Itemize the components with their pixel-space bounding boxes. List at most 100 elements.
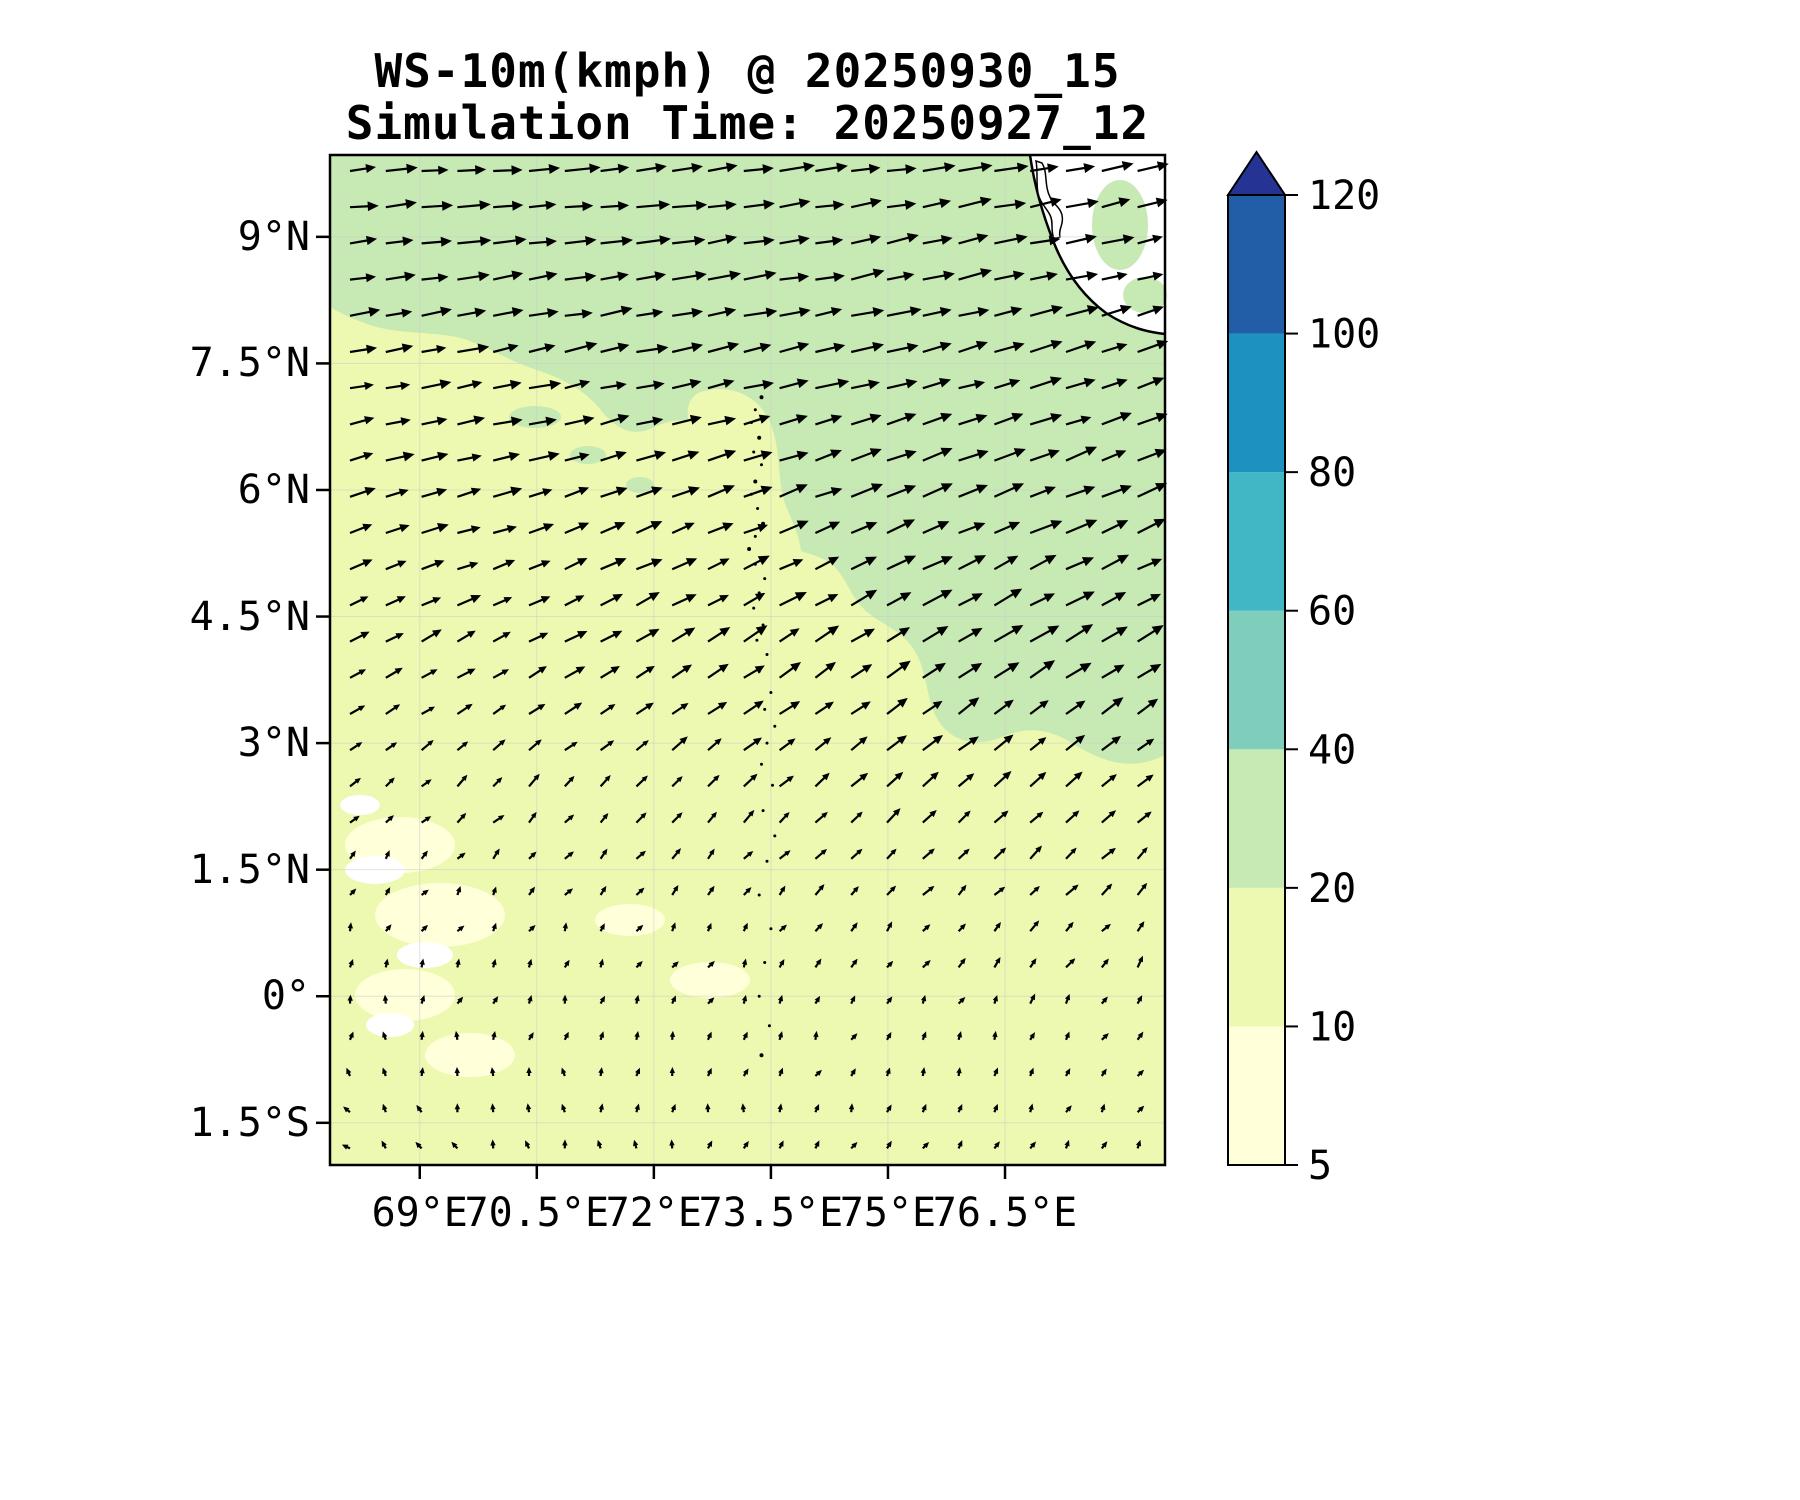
- wind-arrow: [1065, 884, 1079, 896]
- wind-arrow: [706, 1067, 712, 1077]
- wind-arrow: [384, 887, 391, 896]
- wind-arrow: [778, 738, 796, 752]
- colorbar-segment: [1228, 610, 1285, 750]
- wind-arrow: [457, 236, 492, 247]
- wind-arrow: [958, 307, 990, 317]
- wind-arrow: [671, 522, 695, 535]
- colorbar-frame: [1227, 194, 1286, 1166]
- wind-arrow: [1137, 448, 1167, 462]
- wind-arrow: [672, 200, 708, 211]
- wind-arrow: [385, 236, 414, 247]
- wind-arrow: [491, 1030, 497, 1041]
- wind-arrow: [886, 921, 893, 932]
- wind-arrow: [492, 307, 524, 317]
- wind-arrow: [421, 306, 452, 317]
- wind-arrow: [1136, 921, 1145, 932]
- wind-arrow: [528, 596, 551, 607]
- wind-arrow: [850, 589, 878, 607]
- wind-arrow: [1136, 846, 1148, 860]
- wind-arrow: [528, 343, 556, 354]
- wind-arrow: [671, 961, 679, 969]
- x-tick-label: 70.5°E: [464, 1190, 610, 1236]
- wind-arrow: [1065, 270, 1099, 281]
- wind-arrow: [671, 342, 704, 354]
- wind-arrow: [886, 271, 915, 281]
- wind-arrow: [421, 236, 452, 247]
- wind-arrow: [706, 922, 712, 932]
- wind-arrow: [993, 555, 1019, 571]
- wind-arrow: [993, 1067, 999, 1077]
- wind-arrow: [671, 776, 683, 788]
- wind-arrow: [779, 235, 810, 245]
- wind-arrow: [922, 447, 953, 462]
- wind-arrow: [743, 887, 752, 896]
- wind-arrow: [381, 1140, 387, 1149]
- wind-arrow: [1065, 847, 1077, 860]
- wind-arrow: [1101, 304, 1132, 317]
- wind-arrow: [561, 1103, 567, 1113]
- wind-arrow: [815, 162, 848, 173]
- wind-arrow: [456, 925, 465, 933]
- wind-arrow: [1029, 1032, 1035, 1041]
- wind-arrow: [1065, 446, 1098, 462]
- wind-arrow: [957, 697, 980, 715]
- wind-arrow: [1029, 340, 1063, 354]
- wind-arrow: [958, 268, 992, 281]
- wind-arrow: [779, 307, 811, 317]
- wind-arrow: [457, 271, 490, 282]
- wind-arrow: [707, 1140, 713, 1149]
- wind-arrow: [850, 628, 875, 643]
- wind-arrow: [850, 736, 868, 752]
- wind-arrow: [491, 922, 497, 932]
- wind-arrow: [669, 1139, 675, 1149]
- wind-arrow: [993, 625, 1024, 643]
- wind-arrow: [636, 200, 671, 211]
- wind-arrow: [850, 556, 878, 571]
- wind-arrow: [600, 450, 627, 462]
- wind-arrow: [886, 199, 917, 210]
- wind-arrow: [385, 163, 418, 174]
- wind-arrow: [1137, 305, 1164, 317]
- wind-arrow: [528, 237, 558, 247]
- wind-arrow: [778, 1140, 784, 1149]
- wind-arrow: [958, 379, 986, 390]
- wind-arrow: [743, 773, 758, 788]
- island-dot: [773, 834, 777, 838]
- colorbar-segment: [1228, 195, 1285, 334]
- island-dot: [763, 707, 767, 711]
- wind-arrow: [993, 956, 1001, 968]
- wind-arrow: [528, 886, 536, 896]
- wind-arrow: [850, 811, 863, 824]
- wind-arrow: [1100, 1141, 1108, 1150]
- wind-arrow: [456, 812, 467, 824]
- wind-arrow: [600, 201, 630, 211]
- wind-arrow: [564, 702, 583, 715]
- wind-arrow: [922, 1141, 930, 1150]
- wind-arrow: [705, 1103, 711, 1113]
- wind-arrow: [743, 414, 771, 426]
- wind-arrow: [850, 234, 882, 245]
- wind-arrow: [850, 197, 882, 209]
- wind-arrow: [525, 1103, 532, 1113]
- wind-arrow: [1065, 485, 1096, 498]
- wind-arrow: [958, 413, 988, 426]
- wind-arrow: [1065, 340, 1097, 354]
- wind-arrow: [1065, 958, 1076, 969]
- wind-arrow: [779, 484, 808, 498]
- island-dot: [763, 961, 767, 964]
- wind-arrow: [421, 629, 442, 643]
- wind-arrow: [528, 851, 537, 860]
- wind-arrow: [633, 1139, 639, 1149]
- wind-arrow: [1065, 810, 1080, 824]
- wind-arrow: [850, 1141, 858, 1150]
- wind-arrow: [671, 486, 700, 498]
- wind-arrow: [671, 450, 700, 462]
- wind-arrow: [341, 1144, 351, 1150]
- wind-arrow: [492, 739, 506, 752]
- island-dot: [753, 479, 758, 484]
- wind-arrow: [1137, 234, 1163, 245]
- wind-arrow: [1101, 626, 1128, 643]
- wind-arrow: [528, 1032, 534, 1041]
- wind-arrow: [599, 740, 615, 752]
